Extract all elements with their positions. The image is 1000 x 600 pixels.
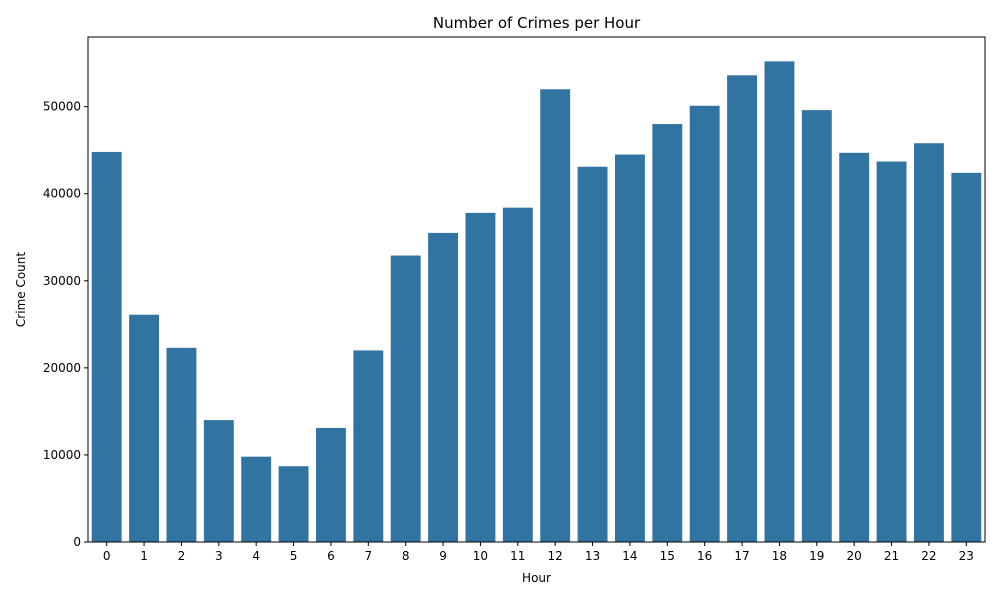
bar-hour-23 [951,172,982,543]
bar-hour-3 [203,420,234,542]
bar-hour-21 [876,161,907,543]
y-tick-label: 50000 [43,100,81,114]
bar-hour-22 [913,143,944,543]
x-tick-label: 7 [364,549,372,563]
bar-hour-10 [465,212,496,542]
x-tick-label: 18 [772,549,787,563]
x-tick-label: 20 [847,549,862,563]
bar-hour-18 [764,61,795,543]
y-tick-label: 0 [73,535,81,549]
x-tick-label: 21 [884,549,899,563]
chart-title: Number of Crimes per Hour [433,14,641,32]
y-tick-label: 10000 [43,448,81,462]
x-axis: 0 1 2 3 4 5 6 7 8 9 10 11 12 13 14 15 16 17 18 19 20 21 22 23 [103,542,974,563]
bar-hour-4 [241,456,272,542]
bar-hour-2 [166,347,197,542]
bars-group [91,61,982,543]
y-axis: 0 10000 20000 30000 40000 50000 [43,100,88,549]
bar-hour-6 [315,427,346,542]
x-tick-label: 3 [215,549,223,563]
x-tick-label: 17 [734,549,749,563]
bar-hour-11 [502,207,533,543]
x-tick-label: 12 [548,549,563,563]
bar-hour-12 [540,89,571,542]
bar-hour-9 [428,232,459,543]
bar-hour-14 [614,154,645,543]
bar-hour-20 [839,152,870,542]
x-tick-label: 16 [697,549,712,563]
x-tick-label: 8 [402,549,410,563]
x-tick-label: 5 [290,549,298,563]
x-tick-label: 2 [178,549,186,563]
y-tick-label: 40000 [43,187,81,201]
bar-hour-7 [353,350,384,542]
x-tick-label: 11 [510,549,525,563]
y-tick-label: 30000 [43,274,81,288]
x-tick-label: 13 [585,549,600,563]
bar-hour-0 [91,151,122,542]
x-tick-label: 0 [103,549,111,563]
x-axis-title: Hour [522,571,551,585]
x-tick-label: 15 [660,549,675,563]
x-tick-label: 14 [622,549,637,563]
bar-hour-17 [727,75,758,542]
y-tick-label: 20000 [43,361,81,375]
x-tick-label: 19 [809,549,824,563]
bar-hour-15 [652,124,683,542]
x-tick-label: 4 [252,549,260,563]
plot-frame [87,36,986,543]
bar-hour-16 [689,105,720,542]
bar-hour-8 [390,255,421,543]
y-axis-title: Crime Count [14,252,28,327]
bar-hour-1 [129,314,160,542]
bar-hour-13 [577,166,608,542]
x-tick-label: 6 [327,549,335,563]
bar-hour-5 [278,466,309,542]
x-tick-label: 1 [140,549,148,563]
x-tick-label: 23 [959,549,974,563]
bar-hour-19 [801,110,832,542]
x-tick-label: 22 [921,549,936,563]
x-tick-label: 9 [439,549,447,563]
x-tick-label: 10 [473,549,488,563]
